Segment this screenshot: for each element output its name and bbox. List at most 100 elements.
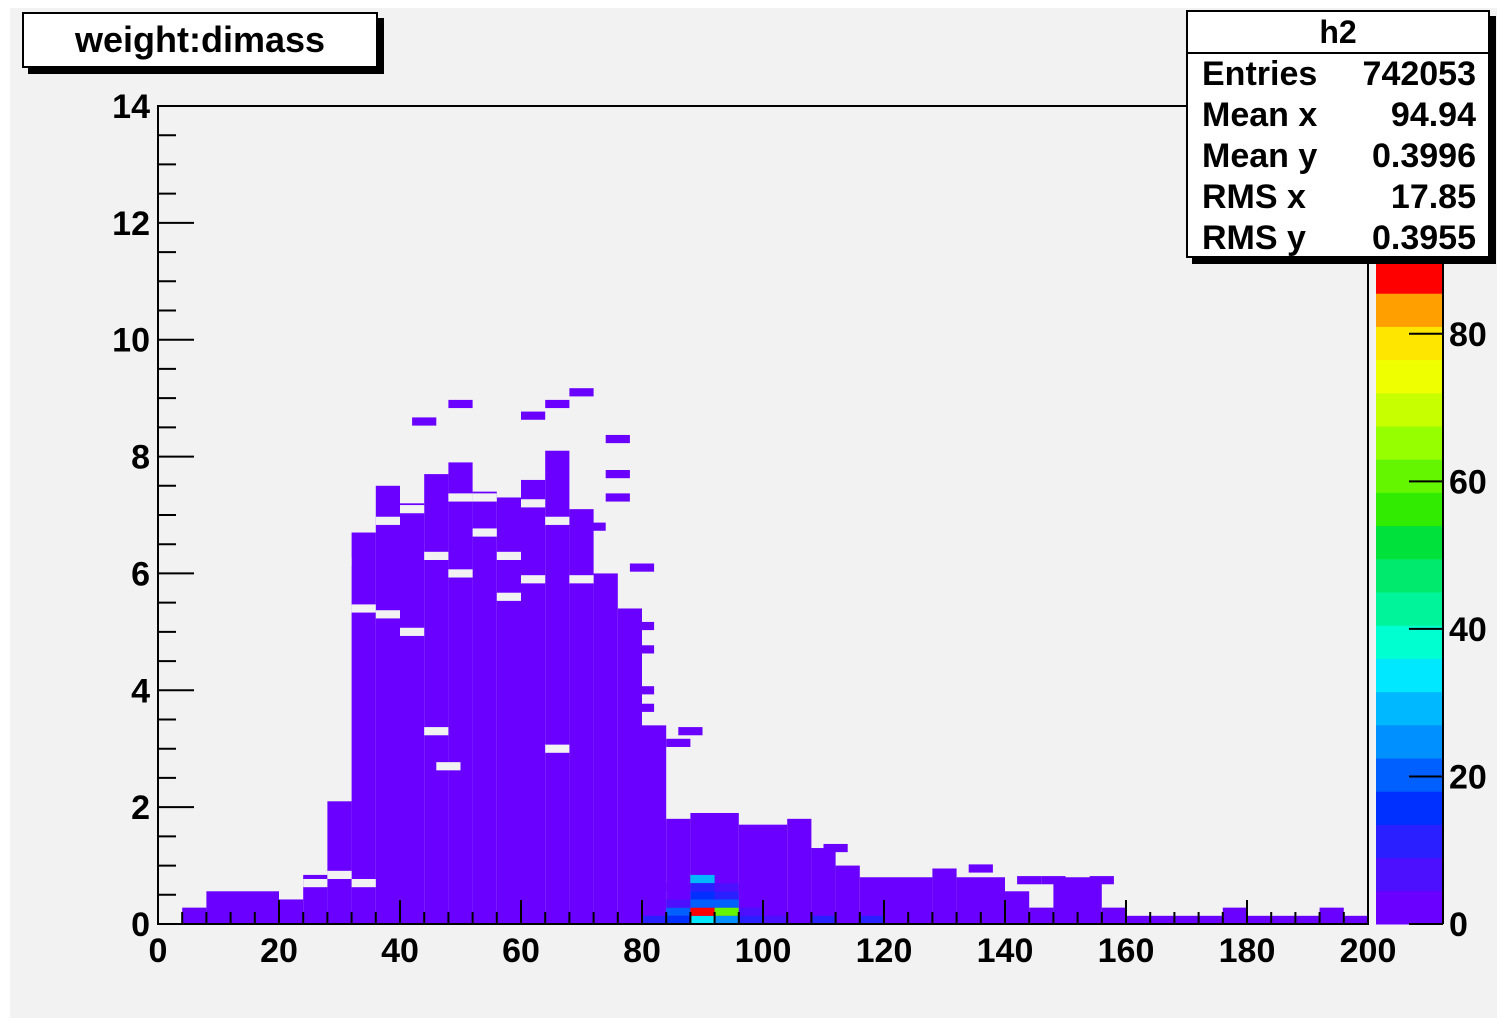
histogram-empty-bin	[303, 879, 328, 888]
histogram-band	[569, 509, 594, 924]
histogram-band	[448, 462, 473, 924]
palette-swatch	[1376, 492, 1443, 527]
stat-value: 0.3996	[1372, 137, 1476, 175]
palette-tick-label: 20	[1449, 758, 1487, 796]
histogram-bin	[714, 899, 739, 908]
histogram-empty-bin	[327, 870, 352, 880]
histogram-empty-bin	[400, 627, 425, 636]
stat-label: Mean x	[1202, 96, 1318, 134]
palette-tick-label: 60	[1449, 463, 1487, 501]
histogram-bin	[666, 738, 691, 747]
histogram-band	[400, 503, 425, 924]
histogram-bin	[642, 915, 667, 924]
palette-tick-label: 40	[1449, 611, 1487, 649]
histogram-bin	[763, 915, 788, 924]
palette-swatch	[1376, 691, 1443, 726]
histogram-band	[932, 868, 957, 924]
histogram-bin	[859, 915, 884, 924]
palette-swatch	[1376, 459, 1443, 493]
palette-swatch	[1376, 260, 1443, 294]
histogram-bins	[182, 388, 1368, 924]
x-tick-label: 120	[856, 932, 913, 970]
histogram-bin	[581, 522, 606, 531]
histogram-empty-bin	[375, 610, 400, 619]
palette-swatch	[1376, 558, 1443, 593]
histogram-bin	[605, 493, 630, 502]
x-tick-label: 160	[1098, 932, 1155, 970]
x-tick-label: 40	[381, 932, 419, 970]
histogram-bin	[823, 843, 848, 853]
histogram-bin	[605, 434, 630, 444]
palette-swatch	[1376, 857, 1443, 892]
histogram-empty-bin	[569, 575, 594, 584]
x-tick-label: 60	[502, 932, 540, 970]
title-box: weight:dimass	[22, 12, 378, 68]
stats-histogram-name: h2	[1188, 12, 1488, 54]
histogram-band	[811, 848, 836, 924]
palette-swatch	[1376, 791, 1443, 825]
histogram-band	[424, 474, 449, 924]
histogram-title: weight:dimass	[74, 19, 326, 60]
histogram-empty-bin	[375, 516, 400, 525]
histogram-bin	[629, 797, 655, 806]
x-tick-label: 100	[735, 932, 792, 970]
stat-row-mean-y: Mean y 0.3996	[1188, 136, 1488, 177]
histogram-empty-bin	[521, 575, 546, 584]
stat-label: Entries	[1202, 55, 1318, 93]
histogram-empty-bin	[448, 493, 473, 502]
stat-row-rms-y: RMS y 0.3955	[1188, 218, 1488, 259]
palette-swatch	[1376, 724, 1443, 759]
histogram-band	[182, 907, 207, 924]
histogram-empty-bin	[436, 762, 461, 771]
histogram-bin	[1017, 876, 1042, 885]
histogram-band	[1150, 915, 1223, 924]
y-tick-label: 4	[131, 672, 150, 710]
stat-value: 0.3955	[1372, 219, 1476, 257]
stat-row-rms-x: RMS x 17.85	[1188, 177, 1488, 218]
histogram-bin	[666, 883, 691, 892]
histogram-band	[1222, 907, 1247, 924]
palette-swatch	[1376, 824, 1443, 859]
stat-row-entries: Entries 742053	[1188, 54, 1488, 95]
histogram-band	[279, 899, 304, 924]
histogram-empty-bin	[351, 604, 376, 613]
y-tick-label: 8	[131, 439, 150, 477]
histogram-empty-bin	[545, 516, 570, 525]
histogram-empty-bin	[351, 879, 376, 888]
histogram-empty-bin	[496, 592, 521, 601]
histogram-empty-bin	[448, 569, 473, 578]
histogram-band	[835, 865, 860, 924]
histogram-bin	[666, 907, 691, 916]
stat-label: RMS x	[1202, 178, 1306, 216]
x-tick-label: 0	[149, 932, 168, 970]
histogram-bin	[629, 645, 655, 654]
histogram-bin	[690, 874, 715, 884]
histogram-bin	[629, 563, 655, 572]
palette-tick-label: 0	[1449, 906, 1468, 944]
histogram-bin	[690, 907, 715, 916]
histogram-bin	[678, 727, 703, 736]
palette-swatch	[1376, 890, 1443, 925]
histogram-bin	[690, 915, 715, 924]
palette-swatch	[1376, 293, 1443, 327]
x-tick-label: 180	[1219, 932, 1276, 970]
palette-swatch	[1376, 525, 1443, 560]
stat-value: 742053	[1362, 55, 1476, 93]
y-tick-label: 6	[131, 555, 150, 593]
histogram-band	[1101, 907, 1126, 924]
palette-tick-label: 80	[1449, 316, 1487, 354]
histogram-band	[327, 801, 352, 924]
histogram-bin	[714, 915, 739, 924]
histogram-empty-bin	[545, 744, 570, 753]
histogram-bin	[545, 399, 570, 409]
y-tick-label: 10	[112, 322, 150, 360]
palette-swatch	[1376, 625, 1443, 659]
axes: 0 20 40 60 80 100 120 140 160 180 200 0 2 4 6 8 10 12 14	[112, 88, 1396, 970]
stat-label: Mean y	[1202, 137, 1318, 175]
statistics-box: h2 Entries 742053 Mean x 94.94 Mean y 0.…	[1186, 10, 1490, 258]
histogram-band	[545, 450, 570, 924]
histogram-bin	[521, 411, 546, 420]
histogram-band	[1247, 915, 1320, 924]
x-tick-label: 140	[977, 932, 1034, 970]
